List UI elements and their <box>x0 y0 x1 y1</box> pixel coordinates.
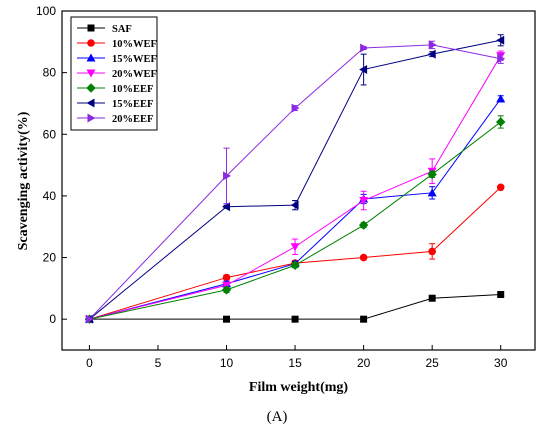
data-point <box>428 294 436 302</box>
x-tick-label: 10 <box>220 356 234 370</box>
legend-marker <box>86 69 96 78</box>
x-tick-label: 30 <box>494 356 508 370</box>
x-tick-label: 0 <box>86 356 93 370</box>
data-point <box>360 315 368 323</box>
data-point <box>359 65 368 75</box>
series-line <box>89 294 501 320</box>
legend-label: SAF <box>112 24 132 35</box>
data-point <box>427 188 437 197</box>
axis-ticks: 0 5 10 15 20 25 30 0 20 40 60 80 100 <box>36 4 508 370</box>
legend-marker <box>87 113 96 123</box>
legend-box <box>70 16 158 131</box>
data-point <box>85 314 94 324</box>
data-point <box>291 103 300 113</box>
series-line <box>89 186 502 320</box>
data-point <box>291 315 299 323</box>
data-point <box>359 253 368 262</box>
data-point <box>290 200 299 210</box>
data-point <box>428 40 437 50</box>
series-line <box>89 121 502 320</box>
legend-label: 10%EEF <box>112 84 153 95</box>
legend-marker <box>87 24 95 32</box>
legend-marker <box>87 39 95 47</box>
y-tick-label: 20 <box>43 251 57 265</box>
series-line <box>89 39 501 320</box>
data-point <box>290 243 300 252</box>
y-tick-label: 40 <box>43 189 57 203</box>
data-point <box>221 285 232 295</box>
data-point <box>222 202 231 212</box>
data-point <box>359 197 369 206</box>
data-point <box>496 117 506 127</box>
series-line <box>89 98 502 320</box>
legend-label: 10%WEF <box>112 39 157 50</box>
legend-marker <box>86 83 96 93</box>
x-tick-label: 25 <box>425 356 439 370</box>
x-axis-title: Film weight(mg) <box>249 380 348 395</box>
data-point <box>428 247 436 256</box>
legend-label: 20%WEF <box>112 69 157 80</box>
data-point <box>497 54 506 64</box>
data-point <box>427 169 437 180</box>
x-tick-label: 5 <box>155 356 162 370</box>
data-point <box>496 35 505 45</box>
series-line <box>89 44 501 320</box>
y-tick-label: 0 <box>49 312 56 326</box>
series-10pct-eef <box>84 115 506 324</box>
legend-label: 15%EEF <box>112 99 153 110</box>
legend: SAF 10%WEF 15%WEF 20%WEF 10%EEF 15%EEF 20%EEF <box>70 16 158 131</box>
y-axis-title: Scavenging activity(%) <box>16 111 31 250</box>
data-point <box>427 49 436 59</box>
x-tick-label: 15 <box>288 356 302 370</box>
data-point <box>290 260 300 270</box>
series-line <box>89 55 502 320</box>
data-point <box>358 220 369 230</box>
legend-marker <box>86 53 96 62</box>
data-point <box>496 183 505 192</box>
data-point <box>360 43 369 53</box>
y-tick-label: 80 <box>43 66 57 80</box>
data-point <box>496 94 506 103</box>
y-tick-label: 60 <box>43 127 57 141</box>
data-point <box>497 291 505 299</box>
x-tick-label: 20 <box>357 356 371 370</box>
legend-label: 20%EEF <box>112 114 153 125</box>
series-20pct-eef <box>85 40 506 324</box>
legend-label: 15%WEF <box>112 54 157 65</box>
data-point <box>223 171 232 181</box>
data-point <box>222 273 231 282</box>
legend-marker <box>86 98 95 108</box>
data-point <box>223 315 231 323</box>
series-layer <box>84 34 506 324</box>
figure-caption: (A) <box>267 409 288 425</box>
y-tick-label: 100 <box>36 4 56 18</box>
